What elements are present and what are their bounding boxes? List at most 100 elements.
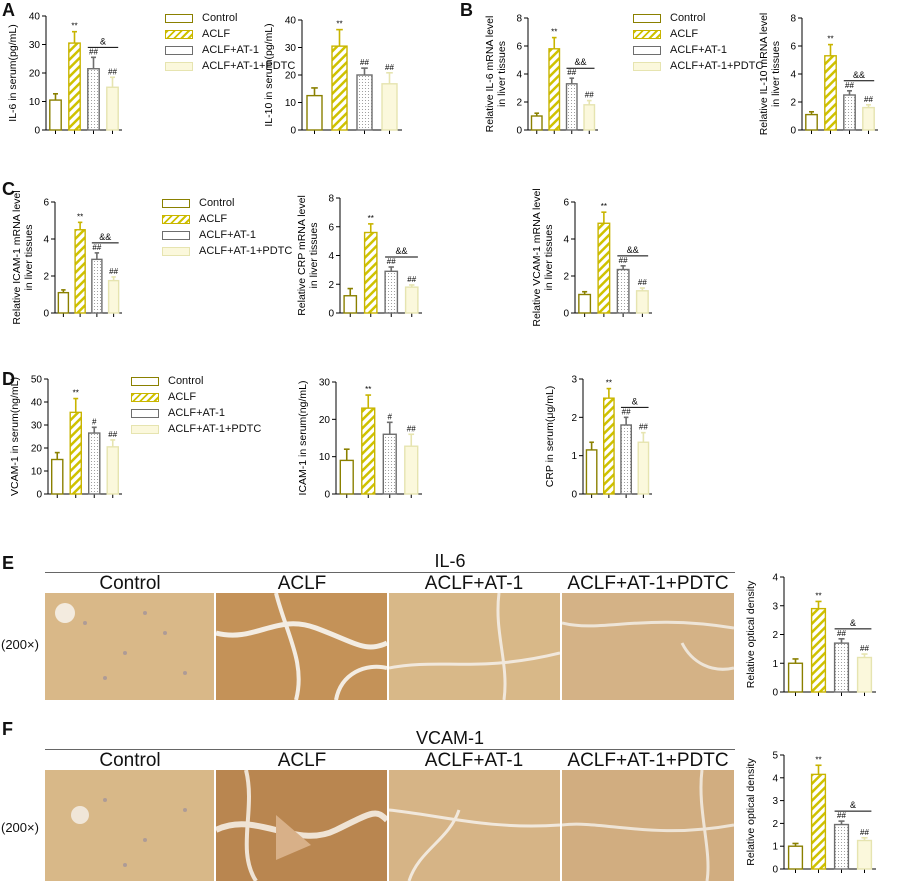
y-tick-label: 4 [516, 70, 522, 81]
y-tick-label: 2 [328, 280, 334, 291]
legend-swatch-pdtc [131, 424, 159, 434]
y-tick-label: 0 [571, 490, 577, 501]
y-tick-label: 2 [772, 819, 778, 830]
micrograph-il6-control [45, 593, 214, 700]
panel-label-c: C [2, 179, 15, 199]
significance-mark: ## [407, 424, 416, 433]
significance-mark: ## [860, 828, 869, 837]
micrograph-il6-at1 [389, 593, 560, 700]
panel-label-f: F [2, 719, 13, 739]
panel-label-a: A [2, 0, 15, 20]
y-axis-label: CRP in serum(μg/mL) [544, 386, 556, 488]
y-tick-label: 6 [516, 42, 522, 53]
bar-aclf-at1 [384, 270, 399, 314]
significance-mark: # [92, 417, 97, 426]
bar-aclf [361, 407, 376, 495]
significance-mark: ## [845, 81, 854, 90]
bar-control [578, 293, 592, 314]
chart-il10-serum: 0 10 20 30 40 IL-10 in serum(pg/mL) ** ## ## [263, 16, 402, 137]
staining-col-label: ACLF+AT-1+PDTC [567, 573, 729, 594]
micrograph-il6-aclf [216, 593, 387, 700]
y-tick-label: 20 [29, 69, 41, 80]
chart-il10-mrna: 0 2 4 6 8 Relative IL-10 mRNA levelin liver t… [758, 13, 878, 137]
significance-mark: ** [71, 22, 77, 31]
significance-mark: ## [385, 63, 394, 72]
legend-label: ACLF [168, 391, 197, 403]
bar-aclf-at1-pdtc [637, 441, 650, 495]
y-tick-label: 4 [790, 70, 796, 81]
y-tick-label: 40 [29, 12, 41, 23]
y-tick-label: 1 [772, 659, 778, 670]
bar-aclf-at1-pdtc [404, 445, 419, 495]
y-tick-label: 0 [328, 309, 334, 320]
legend-swatch-aclf [131, 392, 159, 402]
legend-label: ACLF [670, 28, 699, 40]
micrograph-vcam1-aclf [216, 770, 387, 881]
significance-mark: ** [601, 202, 607, 211]
bar-aclf-at1-pdtc [404, 286, 419, 314]
comparison-mark: && [395, 246, 407, 256]
bar-aclf-at1 [565, 83, 578, 131]
legend-swatch-aclf [633, 29, 661, 39]
y-tick-label: 6 [563, 198, 569, 209]
y-tick-label: 0 [790, 126, 796, 137]
significance-mark: ** [365, 385, 371, 394]
legend-swatch-at1 [633, 45, 661, 55]
bar-aclf-at1-pdtc [635, 290, 649, 314]
y-tick-label: 1 [772, 842, 778, 853]
y-axis-label: IL-10 in serum(pg/mL) [263, 23, 275, 126]
y-axis-label: VCAM-1 in serum(ng/mL) [9, 377, 21, 496]
y-tick-label: 2 [790, 98, 796, 109]
significance-mark: ** [815, 755, 821, 764]
legend-swatch-aclf [162, 214, 190, 224]
micrograph-vcam1-at1 [389, 770, 560, 881]
bar-aclf-at1-pdtc [862, 106, 875, 131]
y-tick-label: 20 [319, 415, 331, 426]
y-tick-label: 30 [319, 378, 331, 389]
significance-mark: ## [837, 629, 846, 638]
bar-aclf [331, 45, 348, 131]
staining-col-label: Control [99, 750, 161, 771]
chart-vcam1-mrna: 0 2 4 6 Relative VCAM-1 mRNA levelin liver t… [531, 188, 652, 327]
significance-mark: ## [567, 68, 576, 77]
y-tick-label: 30 [285, 43, 297, 54]
legend-swatch-pdtc [162, 246, 190, 256]
significance-mark: ## [92, 243, 101, 252]
staining-col-label: ACLF [277, 573, 327, 594]
staining-col-label: Control [99, 573, 161, 594]
bar-aclf [602, 397, 615, 495]
legend-a: Control ACLF ACLF+AT-1 ACLF+AT-1+PDTC [165, 10, 295, 74]
bar-aclf-at1-pdtc [381, 83, 398, 131]
panel-label-d: D [2, 369, 15, 389]
bar-aclf-at1-pdtc [856, 656, 873, 693]
bar-aclf-at1 [87, 68, 100, 131]
legend-d: Control ACLF ACLF+AT-1 ACLF+AT-1+PDTC [131, 373, 261, 437]
chart-il6-mrna: 0 2 4 6 8 Relative IL-6 mRNA levelin liver ti… [484, 14, 598, 137]
y-tick-label: 3 [772, 601, 778, 612]
bar-aclf [74, 229, 86, 314]
y-axis-label: Relative IL-6 mRNA levelin liver tissues [484, 16, 508, 133]
legend-swatch-at1 [131, 408, 159, 418]
legend-swatch-control [131, 376, 159, 386]
significance-mark: ## [639, 423, 648, 432]
y-tick-label: 0 [563, 309, 569, 320]
legend-b: Control ACLF ACLF+AT-1 ACLF+AT-1+PDTC [633, 10, 763, 74]
bar-control [787, 662, 804, 693]
y-tick-label: 8 [328, 194, 334, 205]
bar-aclf [597, 222, 611, 314]
y-tick-label: 50 [31, 375, 43, 386]
y-tick-label: 0 [772, 688, 778, 699]
micrograph-vcam1-control [45, 770, 214, 881]
y-tick-label: 1 [571, 451, 577, 462]
bar-control [585, 449, 598, 495]
y-tick-label: 6 [790, 42, 796, 53]
bar-control [343, 295, 358, 314]
significance-mark: ** [77, 212, 83, 221]
significance-mark: ** [551, 28, 557, 37]
staining-col-label: ACLF+AT-1 [424, 750, 524, 771]
legend-swatch-at1 [165, 45, 193, 55]
bar-aclf-at1 [91, 258, 103, 314]
y-tick-label: 10 [285, 98, 297, 109]
